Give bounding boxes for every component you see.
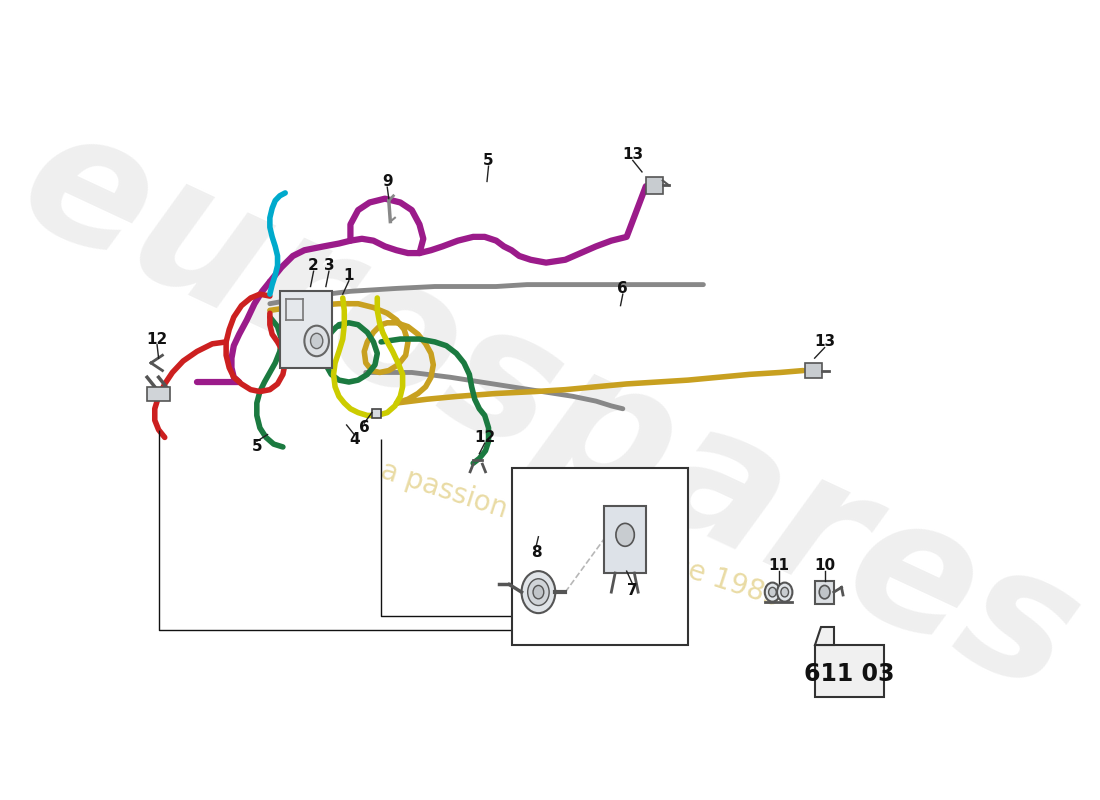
Polygon shape [815, 627, 834, 645]
Bar [815, 645, 883, 697]
Text: 611 03: 611 03 [804, 662, 894, 686]
Bar [372, 409, 381, 418]
Text: 2: 2 [308, 258, 319, 273]
Text: 5: 5 [483, 153, 494, 168]
Bar [604, 506, 646, 573]
Text: eurospares: eurospares [0, 90, 1100, 731]
Circle shape [305, 326, 329, 356]
Bar [815, 581, 834, 603]
Text: 4: 4 [349, 432, 360, 447]
Bar [512, 468, 688, 645]
Circle shape [528, 578, 549, 606]
Bar [646, 177, 662, 194]
Text: 12: 12 [474, 430, 495, 445]
Circle shape [781, 587, 789, 597]
Text: 11: 11 [768, 558, 789, 573]
Circle shape [310, 334, 322, 349]
Circle shape [777, 582, 792, 602]
Circle shape [616, 523, 635, 546]
Text: 6: 6 [359, 420, 370, 435]
Circle shape [820, 586, 830, 599]
Text: 5: 5 [252, 439, 262, 454]
Bar [805, 363, 822, 378]
Text: 1: 1 [343, 267, 354, 282]
Text: 3: 3 [323, 258, 334, 273]
Circle shape [764, 582, 780, 602]
Bar [279, 291, 332, 368]
Circle shape [521, 571, 556, 613]
Text: a passion for parts since 1985: a passion for parts since 1985 [376, 457, 784, 613]
Text: 13: 13 [623, 147, 643, 162]
Text: 12: 12 [146, 331, 167, 346]
Text: 13: 13 [814, 334, 835, 350]
Circle shape [769, 587, 777, 597]
Text: 9: 9 [382, 174, 393, 189]
Text: 6: 6 [617, 281, 628, 296]
Text: 10: 10 [814, 558, 835, 573]
Bar [147, 386, 170, 401]
Circle shape [534, 586, 543, 599]
Text: 7: 7 [627, 582, 638, 598]
Text: 8: 8 [531, 545, 541, 559]
